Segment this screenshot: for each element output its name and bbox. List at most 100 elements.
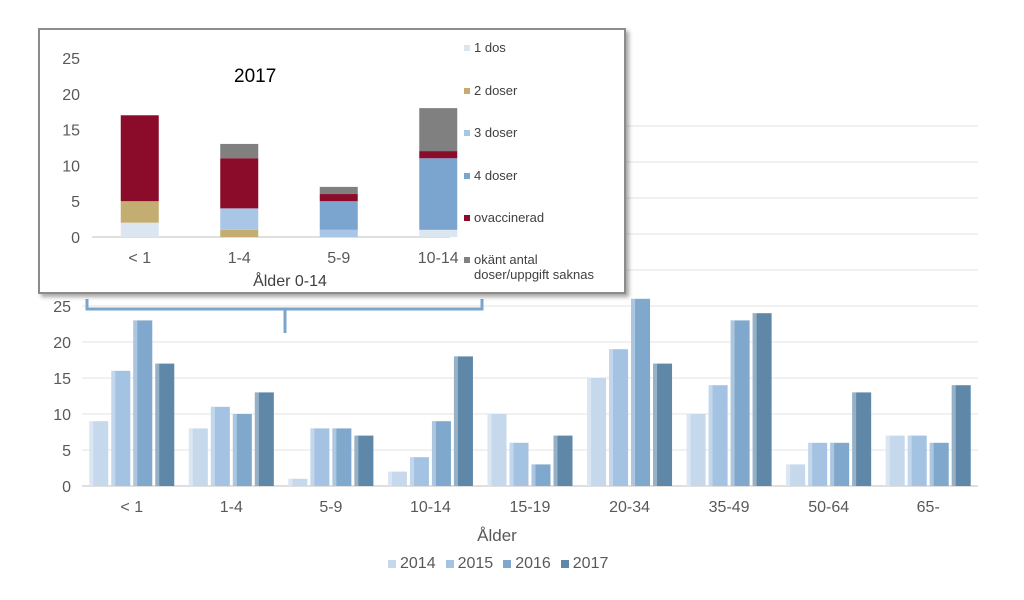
inset-legend-item: 3 doser [464, 125, 517, 140]
bar-highlight [310, 428, 315, 486]
inset-legend-item: ovaccinerad [464, 210, 544, 225]
legend-swatch [503, 560, 512, 568]
bar-highlight [808, 442, 813, 486]
bar-highlight [885, 435, 890, 486]
bar-group [852, 392, 872, 486]
bar-highlight [609, 349, 614, 486]
bar-highlight [409, 457, 414, 486]
bar-2016-15-19 [531, 464, 551, 486]
legend-label: 3 doser [474, 125, 517, 140]
bar-highlight [387, 471, 392, 486]
inset-y-tick-label: 20 [62, 87, 80, 104]
bar-highlight [708, 385, 713, 486]
stack-segment-< 1-1 [120, 201, 159, 223]
bar-2017-< 1 [155, 363, 175, 486]
legend-label-line: 4 doser [474, 168, 518, 183]
stack-segment-1-4-4 [220, 158, 259, 209]
legend-label: 2016 [515, 555, 551, 572]
bar-highlight [786, 464, 791, 486]
bar-group [951, 385, 971, 486]
bar-2014-20-34 [587, 378, 607, 486]
bar-2016-10-14 [431, 421, 451, 486]
legend-label: 2 doser [474, 83, 517, 98]
bar-group [487, 414, 507, 486]
bar-highlight [487, 414, 492, 486]
legend-swatch [445, 560, 454, 568]
bar-2016-65- [929, 442, 949, 486]
stack-segment-10-14-0 [419, 229, 458, 237]
y-tick-label: 20 [53, 335, 71, 352]
inset-x-axis-title: Ålder 0-14 [253, 271, 327, 290]
bar-2017-1-4 [254, 392, 274, 486]
legend-swatch [464, 130, 470, 136]
bar-group [631, 298, 651, 486]
y-tick-label: 0 [62, 479, 71, 496]
bar-2017-65- [951, 385, 971, 486]
bar-2016-35-49 [730, 320, 750, 486]
legend-swatch [388, 560, 396, 568]
legend-label-line: 2 doser [474, 83, 518, 98]
legend-label: 2014 [400, 555, 436, 572]
bar-2014-< 1 [89, 421, 109, 486]
bar-group [786, 464, 806, 486]
bracket-connector [85, 299, 484, 333]
bar-2014-65- [885, 435, 905, 486]
stack-segment-10-14-5 [419, 108, 458, 152]
y-tick-label: 15 [53, 371, 71, 388]
stack-segment-1-4-1 [220, 229, 259, 237]
x-tick-label: 15-19 [510, 499, 551, 516]
inset-x-tick-label: 1-4 [228, 250, 251, 267]
stack-segment-1-4-5 [220, 143, 259, 159]
bar-2016-1-4 [232, 414, 252, 486]
legend-item-2016: 2016 [503, 555, 551, 573]
legend-label-line: doser/uppgift saknas [474, 267, 594, 282]
bar-highlight [852, 392, 857, 486]
stack-segment-< 1-4 [120, 115, 159, 202]
bar-highlight [587, 378, 592, 486]
bar-2015-20-34 [609, 349, 629, 486]
bar-group [210, 406, 230, 486]
bar-2017-50-64 [852, 392, 872, 486]
bar-2015-65- [907, 435, 927, 486]
bar-group [885, 435, 905, 486]
bar-group [553, 435, 573, 486]
legend-swatch [560, 560, 569, 568]
stack-segment-1-4-2 [220, 208, 259, 230]
bar-group [653, 363, 673, 486]
bar-highlight [830, 442, 835, 486]
inset-chart-panel: 0 5 10 15 20 25 < 1 1-4 5-9 10-14 Ålder 0-14 2017 … [38, 28, 626, 294]
bar-group [89, 421, 109, 486]
inset-chart-title: 2017 [234, 66, 277, 87]
inset-legend-item: 1 dos [464, 40, 506, 55]
legend-item-2015: 2015 [445, 555, 493, 573]
inset-y-tick-label: 10 [62, 158, 80, 175]
stack-segment-5-9-3 [319, 201, 358, 230]
bar-highlight [210, 406, 215, 486]
bar-highlight [232, 414, 237, 486]
bar-highlight [553, 435, 558, 486]
bar-group [531, 464, 551, 486]
inset-y-tick-label: 25 [62, 51, 80, 68]
bar-2016-50-64 [830, 442, 850, 486]
bar-highlight [929, 442, 934, 486]
legend-label-line: 1 dos [474, 40, 506, 55]
y-tick-label: 5 [62, 443, 71, 460]
bar-highlight [531, 464, 536, 486]
inset-y-tick-label: 5 [71, 194, 80, 211]
bar-group [929, 442, 949, 486]
legend-label-line: okänt antal [474, 252, 538, 267]
legend-swatch [464, 173, 470, 179]
bar-2017-35-49 [752, 313, 772, 486]
bar-highlight [111, 370, 116, 486]
x-tick-label: 1-4 [220, 499, 243, 516]
bar-group [133, 320, 153, 486]
inset-legend-item: 4 doser [464, 168, 517, 183]
stack-segment-< 1-0 [120, 222, 159, 237]
legend-label-line: ovaccinerad [474, 210, 545, 225]
stack-segment-10-14-3 [419, 158, 458, 230]
legend-item-2017: 2017 [560, 555, 608, 573]
bar-group [730, 320, 750, 486]
y-tick-label: 25 [53, 299, 71, 316]
bar-highlight [453, 356, 458, 486]
